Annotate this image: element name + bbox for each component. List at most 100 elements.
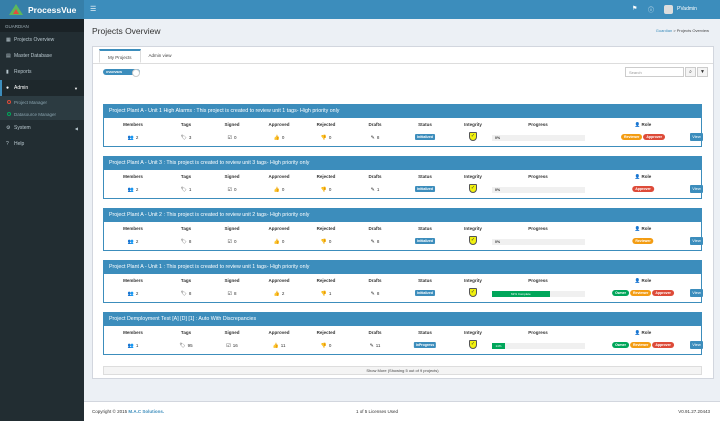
tags-icon: 🏷 [180,291,187,297]
show-more-button[interactable]: Show More (Showing 5 out of 9 projects) [103,366,702,375]
gear-icon: ⚙ [6,125,11,131]
rejected-icon: 👎 [320,239,327,245]
tab-my-projects[interactable]: My Projects [99,49,141,63]
integrity-shield-icon: ✓ [469,340,477,349]
project-title[interactable]: Project Plant A - Unit 1 : This project … [104,261,701,274]
status-badge: Initialized [415,186,435,192]
tab-divider [93,63,713,64]
sidebar-item-label: Help [14,141,25,147]
sidebar-item-label: Projects Overview [14,37,55,43]
tab-admin-view[interactable]: Admin view [148,53,172,58]
search-input[interactable]: Search [625,67,684,77]
column-header: Rejected [316,174,336,179]
signed-value: ☑ 8 [227,291,237,297]
search-icon[interactable]: ⌕ [685,67,696,77]
circle-icon [7,100,11,104]
role-badges: Owner Reviewer Approver [612,290,674,296]
column-header: Approved [268,122,290,127]
tags-icon: 🏷 [179,343,186,349]
breadcrumb-home[interactable]: Guardian [655,28,673,33]
drafts-icon: ✎ [370,135,375,141]
project-card: Project Demployment Test [A] [D] [1] : A… [103,312,703,355]
menu-toggle-icon[interactable]: ☰ [90,6,97,13]
members-value: 👥 2 [127,135,139,141]
progress-fill: 14% [492,343,506,349]
progress-fill: 62% Complete [492,291,550,297]
rejected-value: 👎 0 [320,135,332,141]
integrity-shield-icon: ✓ [469,184,477,193]
progress-bar: 62% Complete [492,291,585,297]
license-count: 1 of 5 Licenses Used [356,409,399,414]
brand[interactable]: ProcessVue [0,0,84,19]
tags-icon: 🏷 [180,187,187,193]
company-link[interactable]: M.A.C Solutions. [128,409,165,414]
database-icon: ▤ [6,53,11,59]
copyright: Copyright © 2015 M.A.C Solutions. [92,409,165,414]
column-header: Members [123,174,143,179]
role-badge: Approver [643,134,665,140]
flag-icon[interactable]: ⚑ [632,6,638,12]
role-badge: Owner [612,342,629,348]
drafts-icon: ✎ [370,187,375,193]
circle-icon [7,112,11,116]
drafts-value: ✎ 8 [370,135,380,141]
tags-icon: 🏷 [180,239,187,245]
column-header: Rejected [316,226,336,231]
role-badge: Approver [652,342,674,348]
column-header: Integrity [464,122,482,127]
rejected-value: 👎 1 [320,291,332,297]
tags-value: 🏷 8 [180,291,192,297]
sidebar-item-help[interactable]: ? Help [0,136,84,152]
column-header: Rejected [316,330,336,335]
approved-icon: 👍 [272,343,279,349]
view-button[interactable]: View [690,341,703,349]
info-icon[interactable]: ⓘ [648,8,655,14]
overview-toggle[interactable]: OVERVIEW [103,69,140,77]
chevron-left-icon: ◀ [74,125,78,131]
column-header: Progress [528,122,548,127]
view-button[interactable]: View [690,237,703,245]
sidebar-item-datasource-manager[interactable]: Datasource Manager [0,108,84,120]
sidebar-item-project-manager[interactable]: Project Manager [0,96,84,108]
user-avatar[interactable] [664,5,673,14]
role-badge: Reviewer [629,290,652,296]
column-header: Drafts [368,122,382,127]
project-title[interactable]: Project Plant A - Unit 3 : This project … [104,157,701,170]
column-header: Integrity [464,330,482,335]
project-title[interactable]: Project Demployment Test [A] [D] [1] : A… [104,313,701,326]
column-header: 👤 Role [634,122,652,127]
column-header: Signed [224,278,240,283]
view-button[interactable]: View [690,289,703,297]
sidebar-item-master-database[interactable]: ▤ Master Database [0,48,84,64]
role-badge: Owner [612,290,629,296]
column-header: Signed [224,226,240,231]
column-header: Progress [528,174,548,179]
sidebar-item-label: Master Database [14,53,53,59]
column-header: Drafts [368,174,382,179]
sidebar-item-projects-overview[interactable]: ▦ Projects Overview [0,32,84,48]
progress-bar [492,135,585,141]
app-name: ProcessVue [28,4,77,15]
approved-value: 👍 11 [272,343,286,349]
sidebar-item-system[interactable]: ⚙ System ◀ [0,120,84,136]
sidebar-item-admin[interactable]: ● Admin ▼ [0,80,84,96]
column-header: Drafts [368,226,382,231]
column-header: Tags [180,174,192,179]
signed-icon: ☑ [227,187,232,193]
project-title[interactable]: Project Plant A - Unit 1 High Alarms : T… [104,105,701,118]
rejected-value: 👎 0 [320,187,332,193]
members-icon: 👥 [127,291,134,297]
project-title[interactable]: Project Plant A - Unit 2 : This project … [104,209,701,222]
column-header: Rejected [316,278,336,283]
tags-value: 🏷 3 [180,135,192,141]
view-button[interactable]: View [690,133,703,141]
sidebar-item-reports[interactable]: ▮ Reports [0,64,84,80]
approved-value: 👍 0 [273,239,285,245]
role-badge: Approver [652,290,674,296]
user-name[interactable]: PVadmin [677,6,697,12]
filter-icon[interactable]: ▼ [697,67,708,77]
breadcrumb: Guardian > Projects Overview [655,28,709,33]
view-button[interactable]: View [690,185,703,193]
rejected-icon: 👎 [320,291,327,297]
drafts-icon: ✎ [369,343,374,349]
